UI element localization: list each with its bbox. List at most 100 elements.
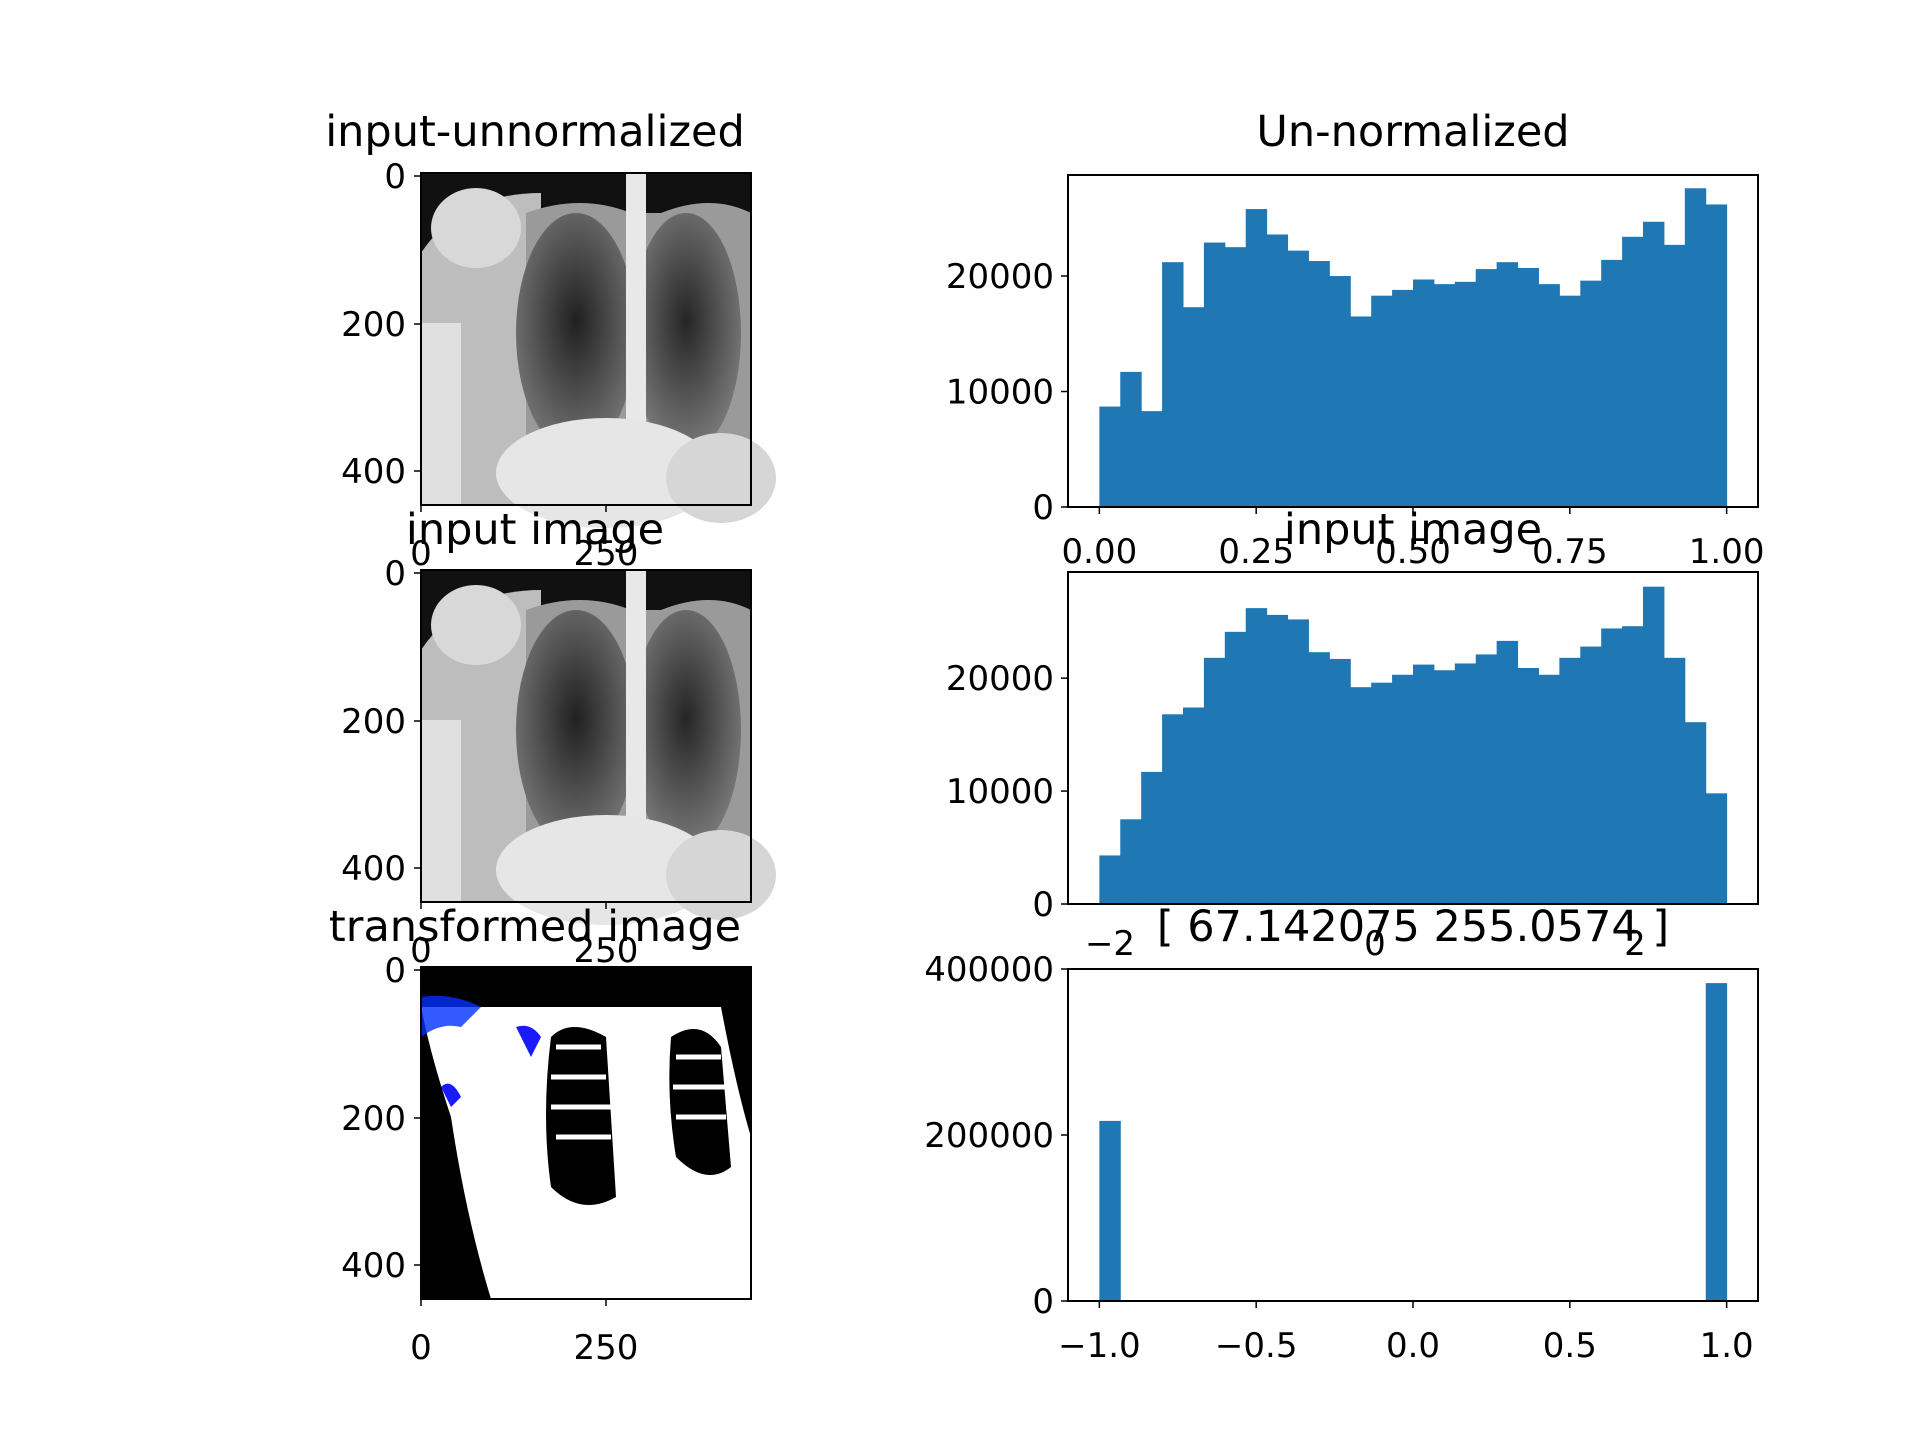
histogram-bar [1663,244,1686,507]
histogram-bar [1684,188,1707,507]
histogram-bar [1183,307,1205,507]
x-tick-label: 0 [410,931,432,971]
histogram-bar [1350,316,1372,507]
histogram-bar [1413,664,1435,904]
histogram-bar [1496,640,1519,904]
histogram-bar [1392,674,1414,904]
histogram-bar [1475,269,1498,507]
histogram-bar [1308,261,1330,507]
x-tick-label: 250 [574,1328,639,1368]
xray-image [421,570,776,925]
histogram-bar [1517,267,1539,507]
y-tick-label: 20000 [946,659,1054,699]
histogram-bar [1601,628,1623,904]
histogram-bar [1475,654,1498,904]
image-panel-input-unnormalized: input-unnormalized 0 200 400 0 250 [325,107,776,574]
histogram-bar [1224,631,1247,904]
y-tick-label: 10000 [946,373,1054,413]
histogram-input-image: 0 10000 20000 input image [946,505,1759,925]
x-ticks: 0 250 [410,902,638,971]
histogram-bar [1203,657,1226,904]
image-panel-transformed-image: 0 200 400 0 250 transformed image [329,902,752,1368]
histogram-bar [1601,259,1623,507]
histogram-bar [1663,657,1686,904]
overlay-tick-label: 0 [1364,924,1386,964]
y-tick-label: 200 [341,305,406,345]
histogram-transformed: 0 200000 400000 −1.0 −0.5 0.0 0.5 1.0 −2 0 2[ 67.1… [924,902,1759,1366]
x-tick-label: 250 [574,534,639,574]
y-tick-label: 20000 [946,257,1054,297]
axes-frame [1067,968,1759,1302]
histogram-bar [1329,658,1351,904]
x-tick-label: 0.75 [1532,532,1608,572]
xray-image [421,173,776,528]
y-ticks: 0 200 400 [341,951,421,1286]
y-tick-label: 0 [384,157,406,197]
y-ticks: 0 200 400 [341,554,421,889]
thresholded-xray-image [421,967,751,1299]
y-tick-label: 0 [384,951,406,991]
panel-title: input image [406,505,664,555]
histogram-bar [1622,236,1644,507]
histogram-bar [1371,682,1393,904]
histogram-bar [1141,771,1163,904]
histogram-un-normalized: 0 10000 20000 0.00 0.25 0.50 0.75 1.00 Un-normal… [946,107,1765,572]
x-tick-label: 0.0 [1386,1326,1440,1366]
y-tick-label: 0 [384,554,406,594]
histogram-bar [1120,371,1142,507]
histogram-bar [1350,687,1372,904]
histogram-bar [1099,855,1121,904]
histogram-bar [1454,663,1477,904]
histogram-bar [1622,626,1644,904]
histogram-bar [1162,714,1184,904]
y-tick-label: 200000 [924,1116,1054,1156]
panel-title: transformed image [329,902,741,952]
y-ticks: 0 200 400 [341,157,421,492]
x-ticks: 0 250 [410,505,638,574]
histogram-bar [1203,242,1226,507]
histogram-title: Un-normalized [1256,107,1569,157]
y-tick-label: 400 [341,849,406,889]
x-tick-label: −0.5 [1215,1326,1298,1366]
histogram-bar [1559,295,1581,507]
histogram-title: [ 67.142075 255.0574 ] [1157,902,1669,952]
histogram-bar [1643,586,1665,904]
overlay-tick-label: 2 [1624,924,1646,964]
x-tick-label: −1.0 [1058,1326,1141,1366]
y-tick-label: 200 [341,702,406,742]
x-tick-label: 0.5 [1543,1326,1597,1366]
histogram-bar [1580,646,1602,904]
histogram-bar [1266,234,1289,507]
image-panel-input-image: 0 200 400 0 250 input image [341,505,776,971]
histogram-bar [1162,262,1184,507]
histogram-bar [1371,295,1393,507]
image-frame [420,966,752,1300]
histogram-bar [1433,284,1456,507]
histogram-bar [1705,204,1728,507]
histogram-bar [1308,652,1330,904]
y-tick-label: 0 [1032,885,1054,925]
histogram-bar [1392,289,1414,507]
histogram-bar [1684,722,1707,904]
y-tick-label: 10000 [946,772,1054,812]
histogram-bar [1705,983,1728,1301]
y-tick-label: 0 [1032,1282,1054,1322]
histogram-bar [1266,614,1289,904]
histogram-bar [1559,657,1581,904]
x-tick-label: 0.50 [1375,532,1451,572]
histogram-bar [1580,280,1602,507]
histogram-bar [1538,674,1560,904]
histogram-bar [1287,250,1309,508]
histogram-bar [1120,819,1142,904]
x-tick-label: 250 [574,931,639,971]
histogram-bar [1099,406,1121,507]
histogram-bar [1245,608,1268,904]
histogram-bar [1287,619,1309,904]
x-tick-label: 0 [410,534,432,574]
histogram-bar [1413,279,1435,507]
histogram-bar [1329,276,1351,507]
image-frame [420,172,752,506]
axes-frame [1067,571,1759,905]
histogram-bar [1538,284,1560,507]
